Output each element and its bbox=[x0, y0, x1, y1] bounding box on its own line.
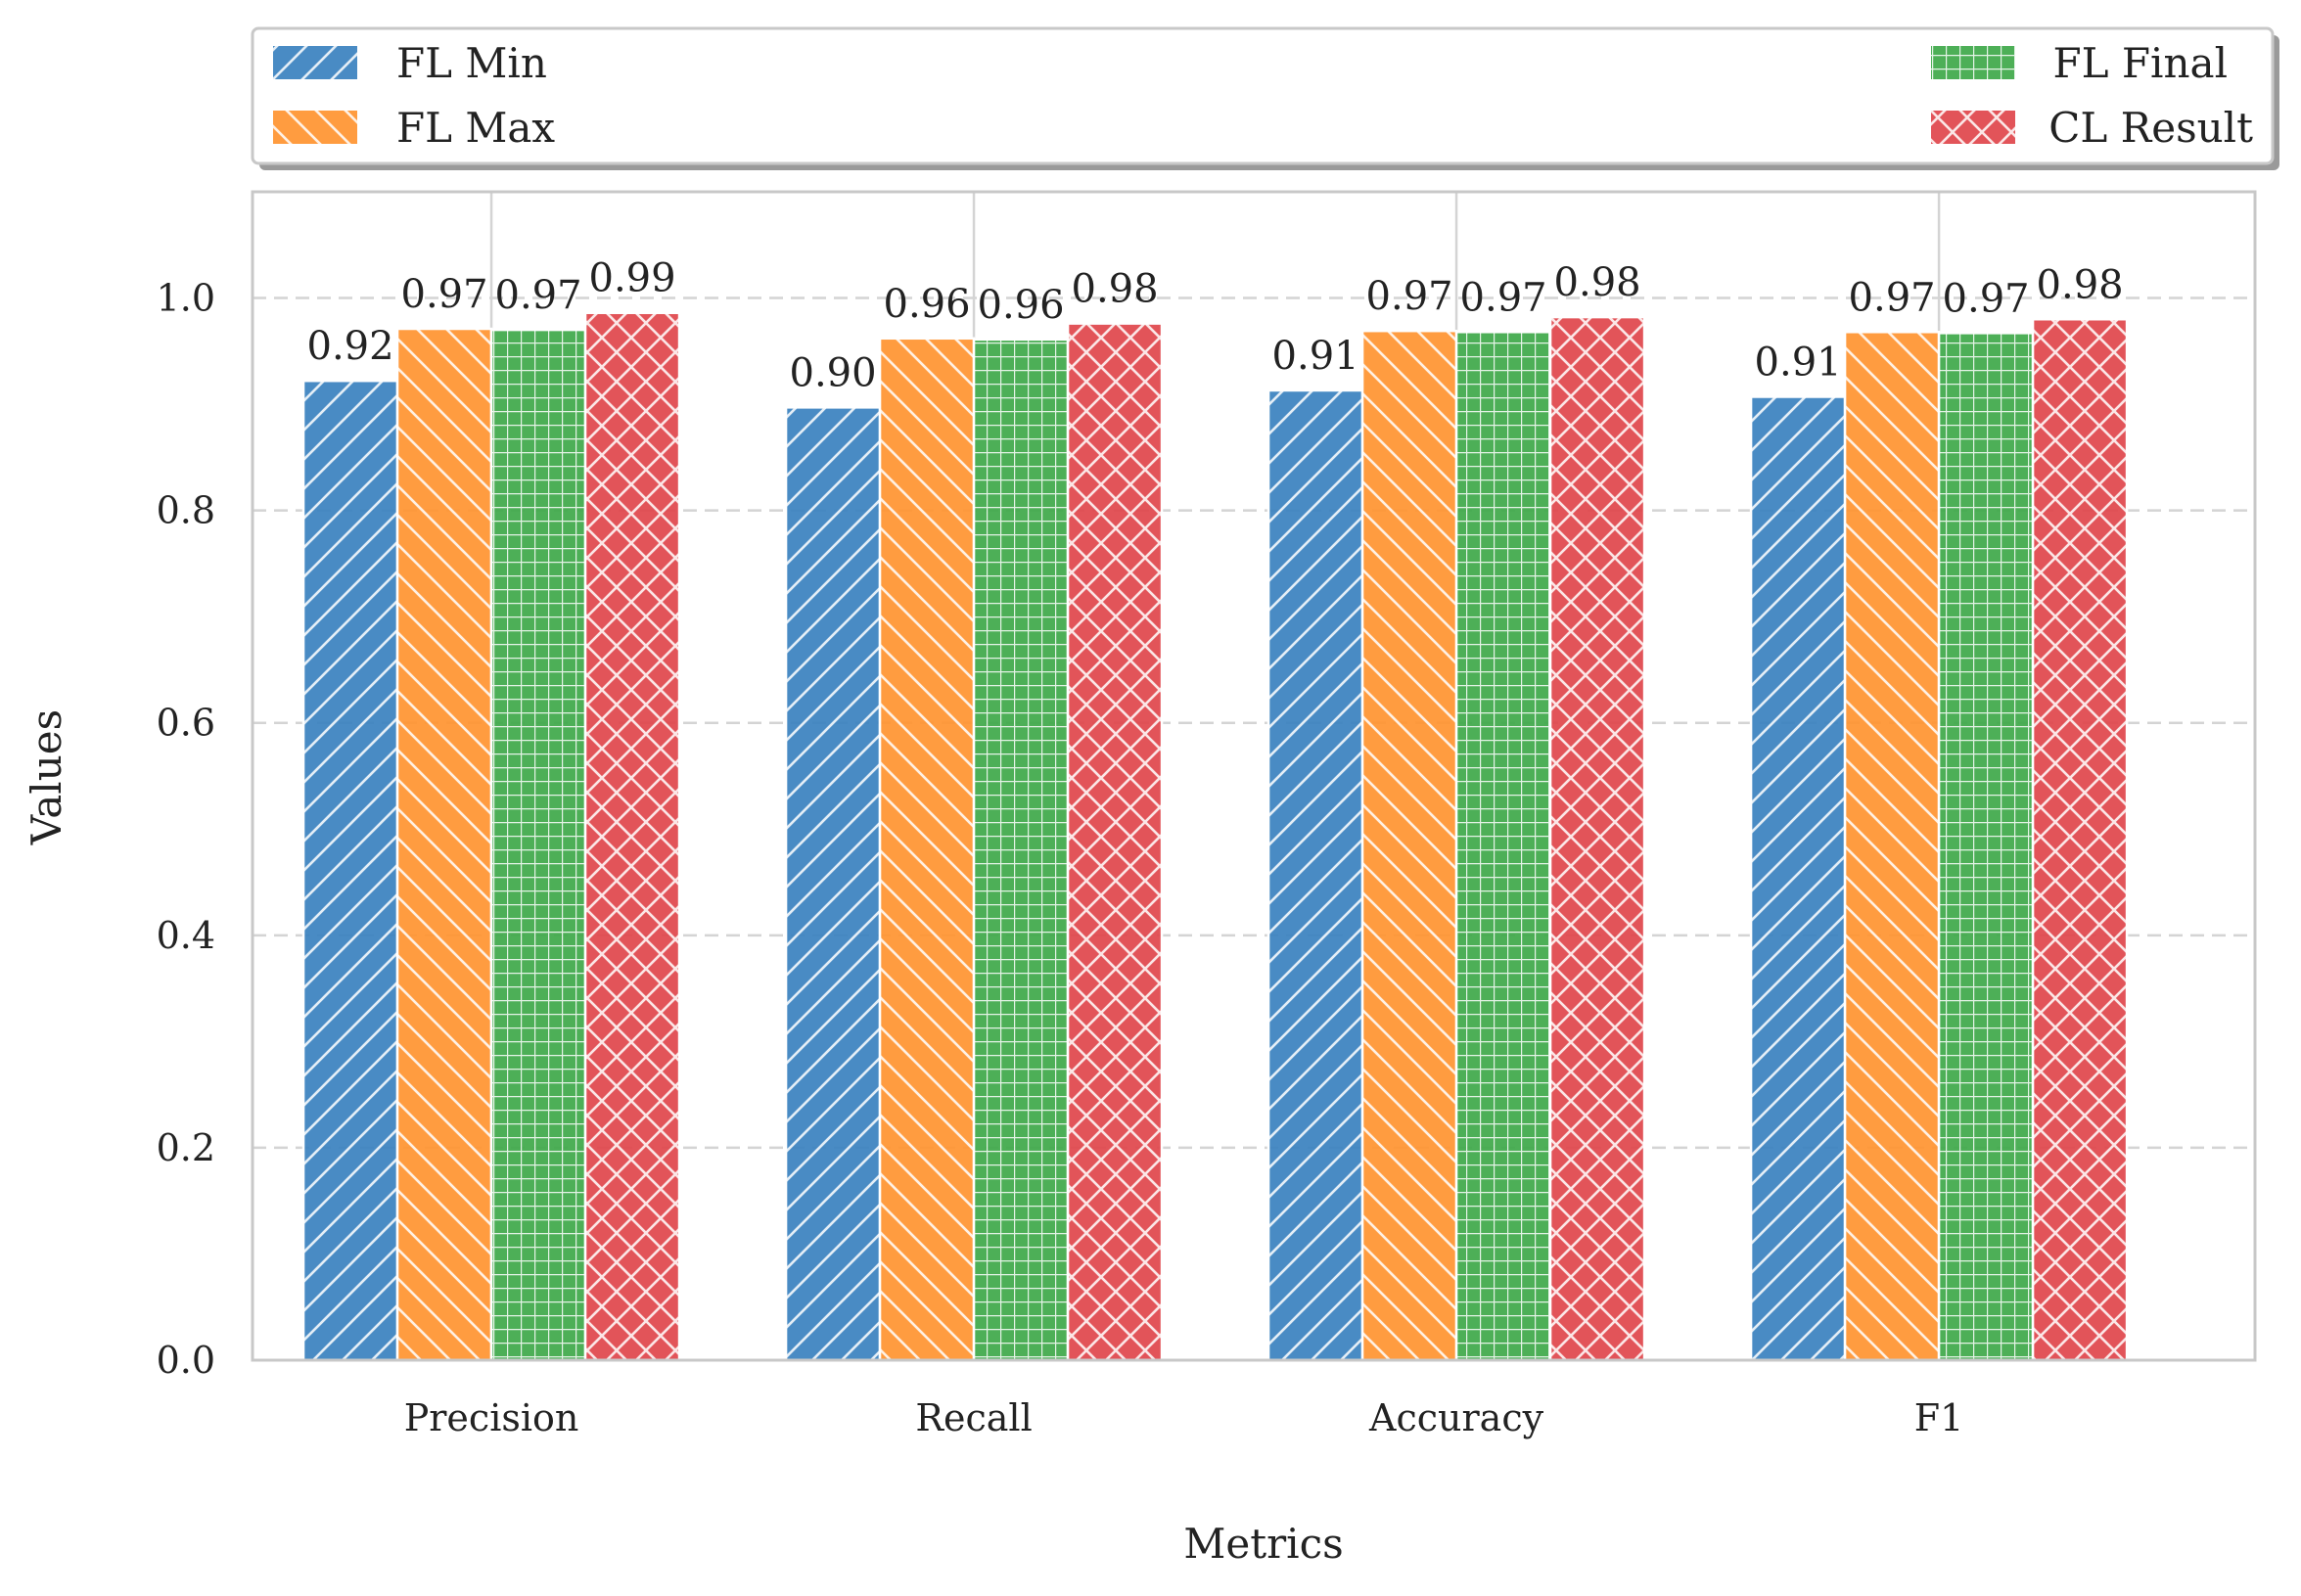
bar-hatch bbox=[784, 406, 882, 1362]
bar-value-label: 0.96 bbox=[978, 283, 1065, 328]
bar bbox=[1749, 395, 1847, 1362]
bar bbox=[489, 328, 587, 1362]
y-tick-label: 0.8 bbox=[157, 489, 215, 532]
bar-hatch bbox=[2031, 318, 2129, 1362]
legend: FL Min FL Max FL Final CL Result bbox=[251, 26, 2279, 170]
legend-label: FL Max bbox=[396, 104, 555, 152]
axis-ticks: 0.0 0.2 0.4 0.6 0.8 1.0 Precision Recall Accurac… bbox=[157, 277, 1964, 1439]
bar bbox=[1066, 322, 1164, 1362]
bar-value-label: 0.97 bbox=[401, 272, 488, 317]
bar-value-label: 0.97 bbox=[1849, 275, 1936, 320]
y-tick-label: 0.4 bbox=[157, 914, 215, 957]
bar bbox=[2031, 318, 2129, 1362]
legend-item: CL Result bbox=[1929, 104, 2253, 152]
bar-value-label: 0.98 bbox=[1554, 260, 1641, 305]
bar bbox=[1937, 332, 2035, 1362]
bar-hatch bbox=[1937, 332, 2035, 1362]
bar-hatch bbox=[1066, 322, 1164, 1362]
data-labels: 0.920.90 0.91 0.910.97 0.96 0.97 0.970.97 0.96… bbox=[307, 256, 2124, 396]
x-axis-title: Metrics bbox=[1183, 1520, 1343, 1568]
bar-hatch bbox=[1749, 395, 1847, 1362]
bar-value-label: 0.98 bbox=[2037, 262, 2124, 307]
bar bbox=[1843, 331, 1941, 1362]
legend-swatch-hatch bbox=[1929, 44, 2017, 81]
x-tick-label: Recall bbox=[915, 1396, 1032, 1439]
bar-hatch bbox=[878, 337, 976, 1362]
bar-hatch bbox=[1266, 388, 1364, 1362]
bar-hatch bbox=[1548, 315, 1646, 1362]
bar-value-label: 0.98 bbox=[1072, 267, 1159, 312]
x-tick-label: Precision bbox=[404, 1396, 579, 1439]
legend-item: FL Final bbox=[1929, 39, 2228, 87]
bar bbox=[395, 327, 493, 1362]
bar-value-label: 0.97 bbox=[1943, 276, 2030, 321]
legend-swatch-hatch bbox=[1929, 109, 2017, 146]
bar bbox=[1360, 329, 1458, 1362]
y-tick-label: 0.2 bbox=[157, 1126, 215, 1169]
x-tick-label: F1 bbox=[1914, 1396, 1964, 1439]
bar-hatch bbox=[1454, 331, 1552, 1362]
legend-label: CL Result bbox=[2048, 104, 2253, 152]
bar bbox=[1454, 331, 1552, 1362]
bar-value-label: 0.90 bbox=[790, 350, 877, 395]
bar bbox=[878, 337, 976, 1362]
y-tick-label: 0.0 bbox=[157, 1339, 215, 1382]
bar-value-label: 0.91 bbox=[1272, 334, 1359, 379]
bar bbox=[1266, 388, 1364, 1362]
bar-value-label: 0.99 bbox=[589, 256, 676, 301]
legend-swatch-hatch bbox=[271, 44, 359, 81]
bar-hatch bbox=[489, 328, 587, 1362]
plot-frame bbox=[251, 190, 2257, 1362]
bar-hatch bbox=[972, 338, 1070, 1362]
bar-value-label: 0.92 bbox=[307, 324, 394, 369]
bars bbox=[301, 311, 2129, 1362]
bar-value-label: 0.91 bbox=[1755, 340, 1842, 385]
legend-item: FL Max bbox=[271, 104, 555, 152]
legend-item: FL Min bbox=[271, 39, 547, 87]
bar-hatch bbox=[1360, 329, 1458, 1362]
bar-value-label: 0.97 bbox=[495, 273, 582, 318]
bar-hatch bbox=[583, 311, 681, 1362]
bar bbox=[784, 406, 882, 1362]
y-tick-label: 0.6 bbox=[157, 702, 215, 745]
y-tick-label: 1.0 bbox=[157, 277, 215, 320]
bar-hatch bbox=[1843, 331, 1941, 1362]
bar bbox=[1548, 315, 1646, 1362]
legend-swatch-hatch bbox=[271, 109, 359, 146]
legend-label: FL Min bbox=[396, 39, 547, 87]
bar-value-label: 0.97 bbox=[1460, 275, 1547, 320]
bar-hatch bbox=[395, 327, 493, 1362]
bar bbox=[583, 311, 681, 1362]
bar-value-label: 0.96 bbox=[884, 282, 971, 327]
x-tick-label: Accuracy bbox=[1368, 1396, 1544, 1439]
bar bbox=[972, 338, 1070, 1362]
legend-label: FL Final bbox=[2053, 39, 2228, 87]
bar bbox=[301, 379, 399, 1362]
legend-box bbox=[251, 26, 2275, 165]
bar-value-label: 0.97 bbox=[1366, 274, 1453, 319]
bar-hatch bbox=[301, 379, 399, 1362]
y-axis-title: Values bbox=[23, 709, 70, 845]
